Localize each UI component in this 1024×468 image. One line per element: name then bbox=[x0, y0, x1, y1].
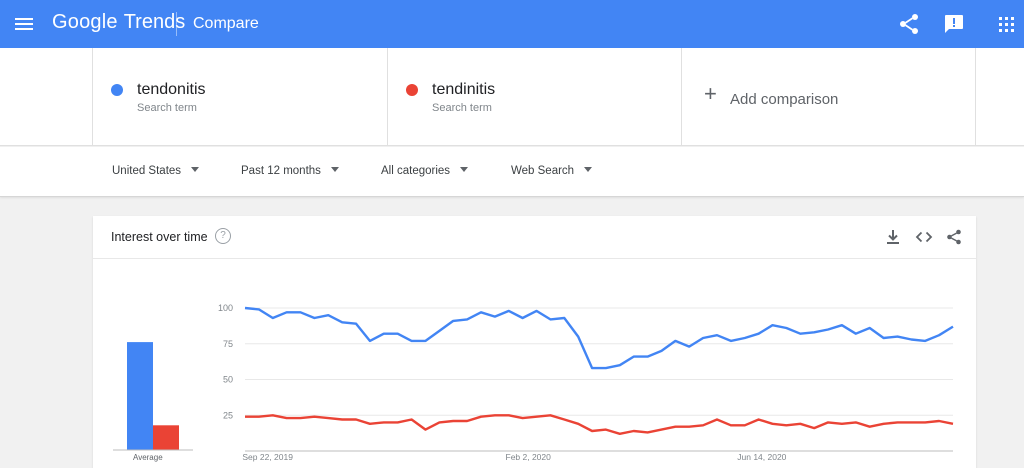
compare-terms-bar: tendonitis Search term tendinitis Search… bbox=[0, 48, 1024, 146]
y-tick-label: 75 bbox=[223, 339, 233, 349]
series-line-tendinitis bbox=[245, 414, 954, 436]
x-tick-label: Feb 2, 2020 bbox=[506, 452, 552, 462]
add-comparison-label: Add comparison bbox=[730, 91, 839, 108]
y-tick-label: 50 bbox=[223, 375, 233, 385]
x-tick-label: Sep 22, 2019 bbox=[242, 452, 293, 462]
feedback-icon[interactable] bbox=[942, 12, 966, 36]
term-card-1[interactable]: tendonitis Search term bbox=[92, 48, 387, 146]
interest-over-time-card: Interest over time ? 100 75 50 25 Sep 22, 20… bbox=[93, 216, 976, 468]
caret-down-icon bbox=[584, 167, 593, 172]
term-name: tendinitis bbox=[432, 81, 496, 98]
average-bar-tendonitis bbox=[127, 342, 153, 450]
menu-icon[interactable] bbox=[12, 12, 36, 36]
logo-google-text: Google bbox=[52, 11, 118, 33]
term-name: tendonitis bbox=[137, 81, 206, 98]
y-tick-label: 25 bbox=[223, 410, 233, 420]
x-tick-label: Jun 14, 2020 bbox=[737, 452, 786, 462]
term-subtitle: Search term bbox=[137, 102, 197, 114]
plus-icon: + bbox=[704, 81, 717, 106]
y-tick-label: 100 bbox=[218, 303, 233, 313]
share-icon[interactable] bbox=[945, 228, 963, 246]
term-color-dot bbox=[111, 84, 123, 96]
share-icon[interactable] bbox=[897, 12, 921, 36]
filter-region-dropdown[interactable]: United States bbox=[112, 165, 200, 177]
term-color-dot bbox=[406, 84, 418, 96]
download-icon[interactable] bbox=[884, 228, 902, 246]
filter-category-dropdown[interactable]: All categories bbox=[381, 165, 469, 177]
caret-down-icon bbox=[460, 167, 469, 172]
filter-label: United States bbox=[112, 165, 182, 177]
filter-label: Past 12 months bbox=[241, 165, 321, 177]
series-line-tendonitis bbox=[244, 306, 954, 370]
apps-icon[interactable] bbox=[994, 12, 1018, 36]
filters-bar: United States Past 12 months All categor… bbox=[0, 147, 1024, 197]
app-header: Google Trends Compare bbox=[0, 0, 1024, 48]
caret-down-icon bbox=[330, 167, 339, 172]
average-label: Average bbox=[133, 453, 163, 462]
page-title: Compare bbox=[193, 15, 259, 32]
filter-time-dropdown[interactable]: Past 12 months bbox=[241, 165, 339, 177]
header-divider bbox=[176, 12, 177, 36]
caret-down-icon bbox=[191, 167, 200, 172]
average-bar-tendinitis bbox=[153, 425, 179, 450]
google-trends-logo[interactable]: Google Trends bbox=[52, 11, 185, 37]
help-icon[interactable]: ? bbox=[215, 228, 231, 244]
card-title: Interest over time bbox=[111, 230, 208, 244]
interest-line-chart: 100 75 50 25 Sep 22, 2019 Feb 2, 2020 Jun 14, … bbox=[113, 303, 954, 462]
embed-icon[interactable] bbox=[915, 228, 933, 246]
add-comparison-button[interactable]: + Add comparison bbox=[681, 48, 976, 146]
filter-label: Web Search bbox=[511, 165, 575, 177]
term-subtitle: Search term bbox=[432, 102, 492, 114]
term-card-2[interactable]: tendinitis Search term bbox=[387, 48, 682, 146]
card-divider bbox=[93, 258, 976, 259]
filter-search-type-dropdown[interactable]: Web Search bbox=[511, 165, 593, 177]
filter-label: All categories bbox=[381, 165, 451, 177]
logo-trends-text: Trends bbox=[123, 11, 186, 33]
